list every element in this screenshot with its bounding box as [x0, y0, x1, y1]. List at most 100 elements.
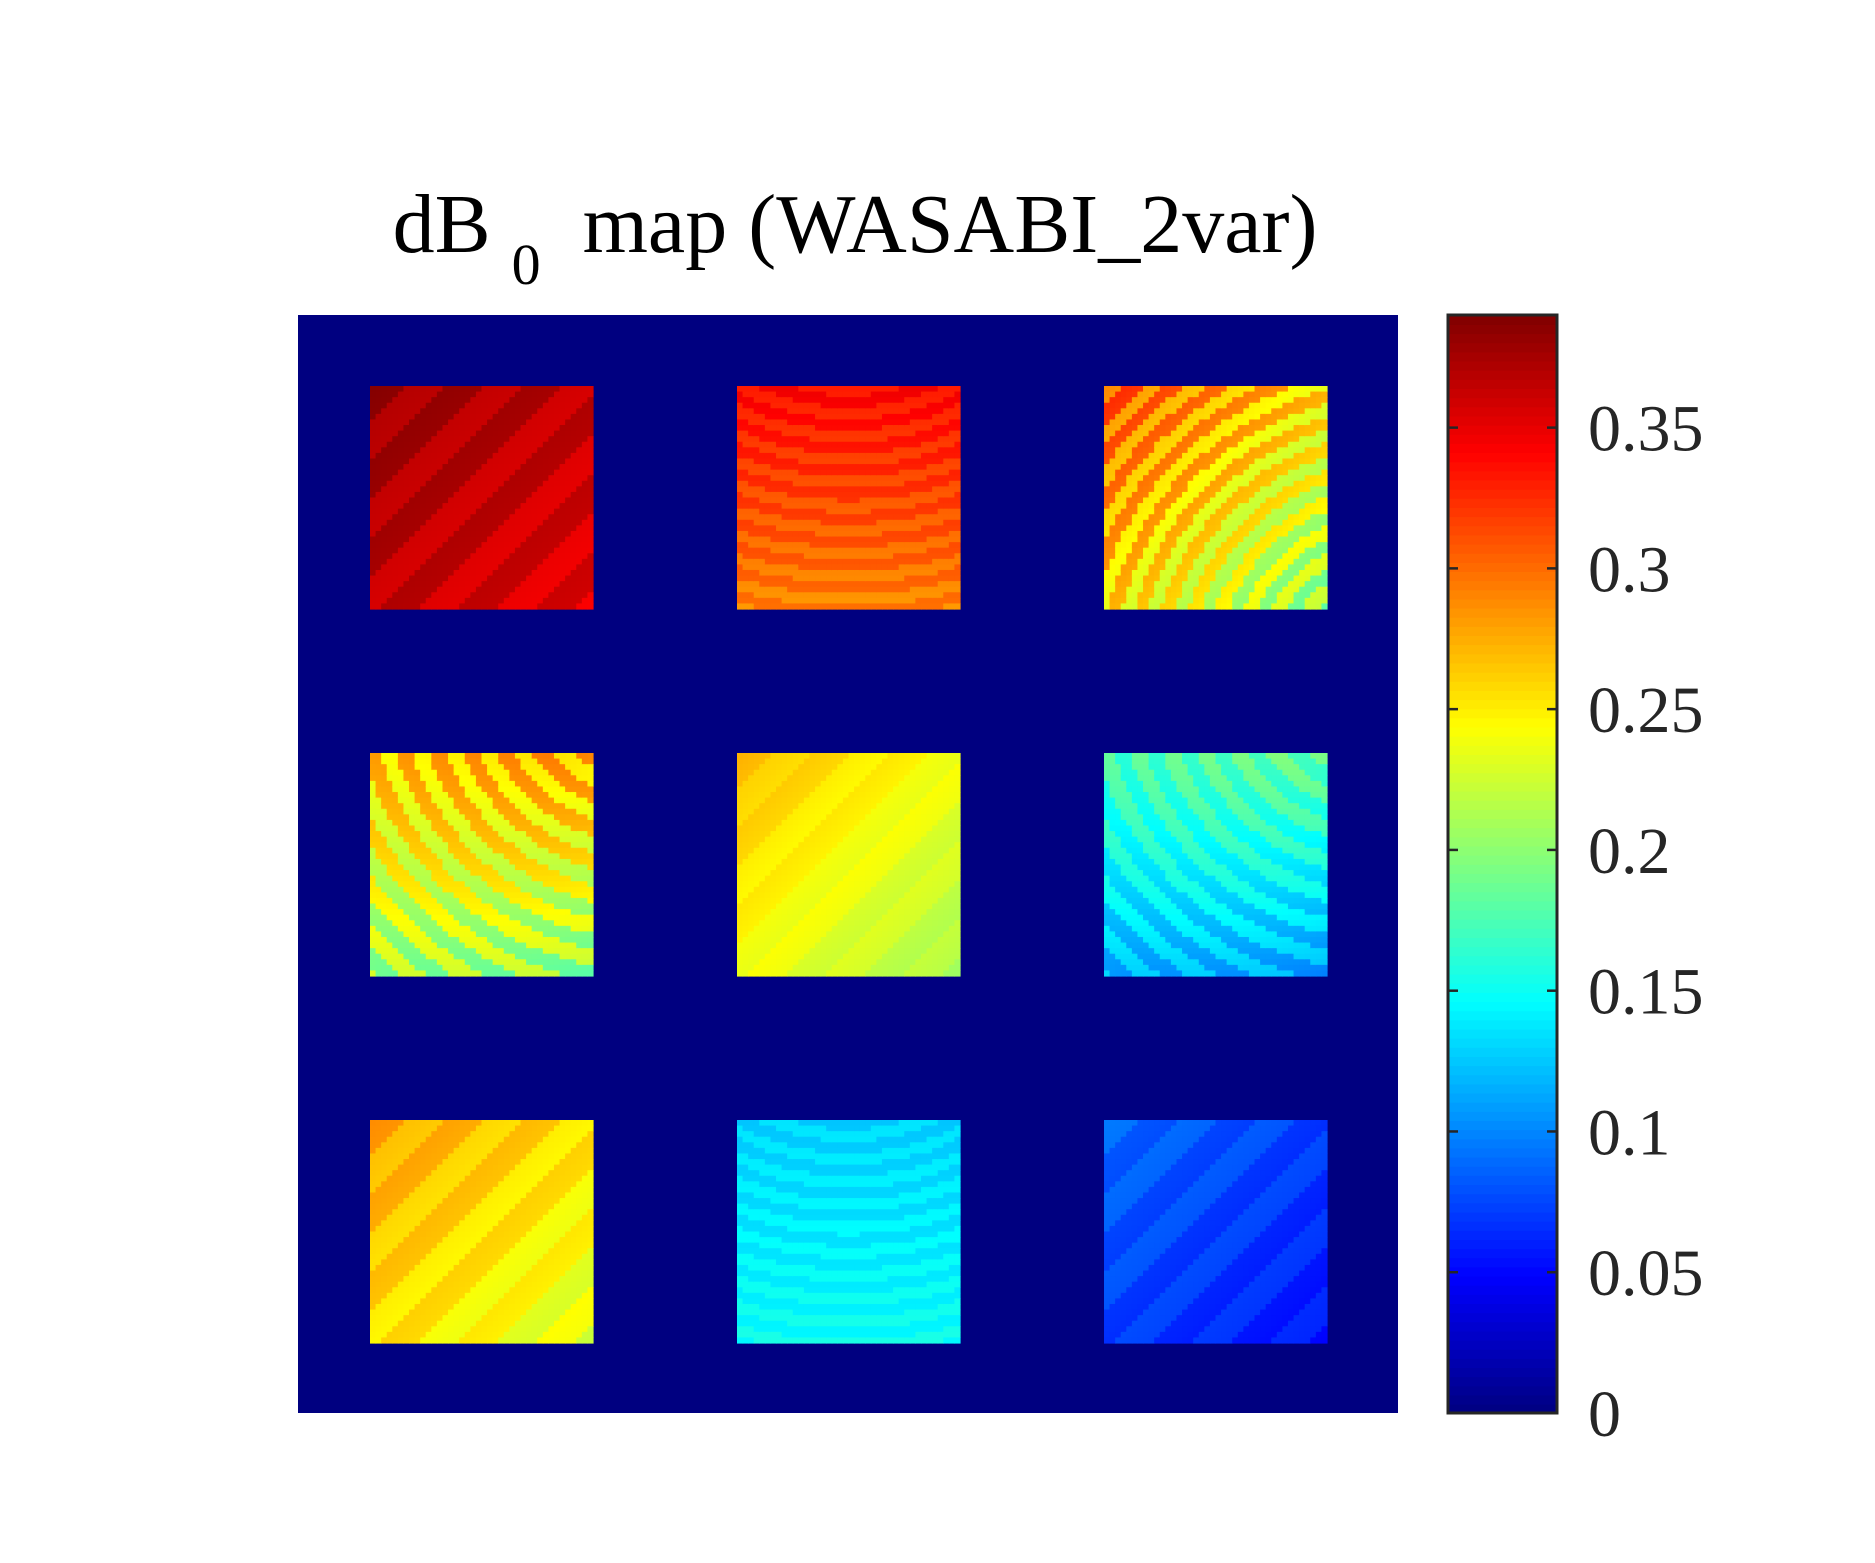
colorbar-swatch — [1448, 1010, 1557, 1021]
colorbar-swatch — [1448, 681, 1557, 691]
colorbar-swatch — [1448, 854, 1557, 865]
colorbar-swatch — [1448, 1294, 1557, 1304]
colorbar-swatch — [1448, 1037, 1557, 1048]
colorbar-swatch — [1448, 946, 1557, 957]
colorbar-swatch — [1448, 1312, 1557, 1323]
colorbar-swatch — [1448, 552, 1557, 563]
colorbar-swatch — [1448, 470, 1557, 481]
colorbar-swatch — [1448, 626, 1557, 637]
colorbar-swatch — [1448, 745, 1557, 755]
colorbar-swatch — [1448, 1074, 1557, 1085]
colorbar: 0 0.05 0.1 0.15 0.2 0.25 0.3 0.35 — [1446, 313, 1704, 1451]
colorbar-swatch — [1448, 964, 1557, 975]
colorbar-swatch — [1448, 525, 1557, 536]
colorbar-swatch — [1448, 1220, 1557, 1231]
colorbar-swatch — [1448, 836, 1557, 847]
colorbar-tick-label: 0.05 — [1588, 1237, 1704, 1310]
colorbar-swatch — [1448, 616, 1557, 627]
colorbar-swatch — [1448, 1321, 1557, 1332]
colorbar-swatch — [1448, 1394, 1557, 1405]
colorbar-swatch — [1448, 534, 1557, 545]
colorbar-swatch — [1448, 1001, 1557, 1012]
colorbar-swatch — [1448, 443, 1557, 454]
colorbar-swatch — [1448, 315, 1557, 325]
colorbar-swatch — [1448, 1065, 1557, 1076]
colorbar-swatch — [1448, 351, 1557, 362]
colorbar-swatch — [1448, 1156, 1557, 1167]
colorbar-swatch — [1448, 406, 1557, 417]
colorbar-swatch — [1448, 598, 1557, 609]
colorbar-swatch — [1448, 1266, 1557, 1277]
phantom-tile-r2-c2 — [737, 753, 961, 977]
colorbar-swatch — [1448, 1193, 1557, 1204]
colorbar-swatch — [1448, 955, 1557, 966]
colorbar-swatch — [1448, 708, 1557, 719]
colorbar-swatch — [1448, 1239, 1557, 1250]
colorbar-swatch — [1448, 1202, 1557, 1213]
colorbar-swatch — [1448, 342, 1557, 353]
chart-title-prefix: dB — [393, 178, 491, 271]
colorbar-swatch — [1448, 671, 1557, 682]
colorbar-swatch — [1448, 982, 1557, 993]
colorbar-swatch — [1448, 424, 1557, 435]
phantom-tile-r2-c3 — [1104, 753, 1328, 977]
colorbar-swatch — [1448, 644, 1557, 655]
colorbar-swatch — [1448, 772, 1557, 783]
colorbar-swatch — [1448, 928, 1557, 938]
colorbar-swatch — [1448, 882, 1557, 893]
colorbar-swatch — [1448, 1028, 1557, 1039]
colorbar-swatch — [1448, 516, 1557, 527]
colorbar-swatch — [1448, 918, 1557, 929]
colorbar-swatch — [1448, 562, 1557, 572]
colorbar-swatch — [1448, 818, 1557, 829]
chart-title: dB 0 map (WASABI_2var) — [393, 178, 1318, 303]
colorbar-swatch — [1448, 1339, 1557, 1350]
colorbar-swatch — [1448, 507, 1557, 518]
colorbar-swatch — [1448, 1147, 1557, 1158]
colorbar-swatch — [1448, 781, 1557, 792]
colorbar-swatch — [1448, 1230, 1557, 1240]
colorbar-swatch — [1448, 333, 1557, 344]
colorbar-swatch — [1448, 498, 1557, 508]
colorbar-tick-label: 0.15 — [1588, 956, 1704, 1029]
colorbar-swatch — [1448, 360, 1557, 371]
colorbar-swatch — [1448, 1111, 1557, 1121]
colorbar-swatch — [1448, 973, 1557, 984]
colorbar-swatch — [1448, 1330, 1557, 1341]
colorbar-swatch — [1448, 543, 1557, 554]
colorbar-tick-label: 0 — [1588, 1378, 1621, 1451]
colorbar-swatch — [1448, 1376, 1557, 1387]
colorbar-swatch — [1448, 589, 1557, 600]
colorbar-swatch — [1448, 324, 1557, 335]
colorbar-swatch — [1448, 845, 1557, 856]
colorbar-swatch — [1448, 1175, 1557, 1186]
colorbar-swatch — [1448, 415, 1557, 426]
colorbar-swatch — [1448, 909, 1557, 920]
colorbar-swatch — [1448, 717, 1557, 728]
colorbar-swatch — [1448, 790, 1557, 801]
colorbar-swatch — [1448, 799, 1557, 810]
colorbar-swatch — [1448, 754, 1557, 765]
colorbar-swatch — [1448, 1101, 1557, 1112]
colorbar-swatch — [1448, 1403, 1557, 1414]
colorbar-swatch — [1448, 452, 1557, 463]
colorbar-tick-label: 0.2 — [1588, 815, 1671, 888]
colorbar-frame — [1446, 313, 1559, 1415]
colorbar-swatch — [1448, 809, 1557, 820]
colorbar-swatch — [1448, 1184, 1557, 1195]
colorbar-swatch — [1448, 873, 1557, 884]
colorbar-swatch — [1448, 1367, 1557, 1378]
colorbar-tick-label: 0.1 — [1588, 1096, 1671, 1169]
colorbar-swatch — [1448, 461, 1557, 472]
phantom-tile-r1-c1 — [370, 386, 594, 610]
colorbar-swatch — [1448, 1165, 1557, 1176]
chart-title-subscript: 0 — [512, 232, 541, 297]
colorbar-swatch — [1448, 369, 1557, 380]
colorbar-swatch — [1448, 937, 1557, 948]
colorbar-swatch — [1448, 580, 1557, 591]
colorbar-swatch — [1448, 1129, 1557, 1140]
colorbar-swatch — [1448, 891, 1557, 902]
colorbar-swatch — [1448, 388, 1557, 399]
chart-title-suffix: map (WASABI_2var) — [562, 178, 1318, 271]
colorbar-swatch — [1448, 1211, 1557, 1222]
